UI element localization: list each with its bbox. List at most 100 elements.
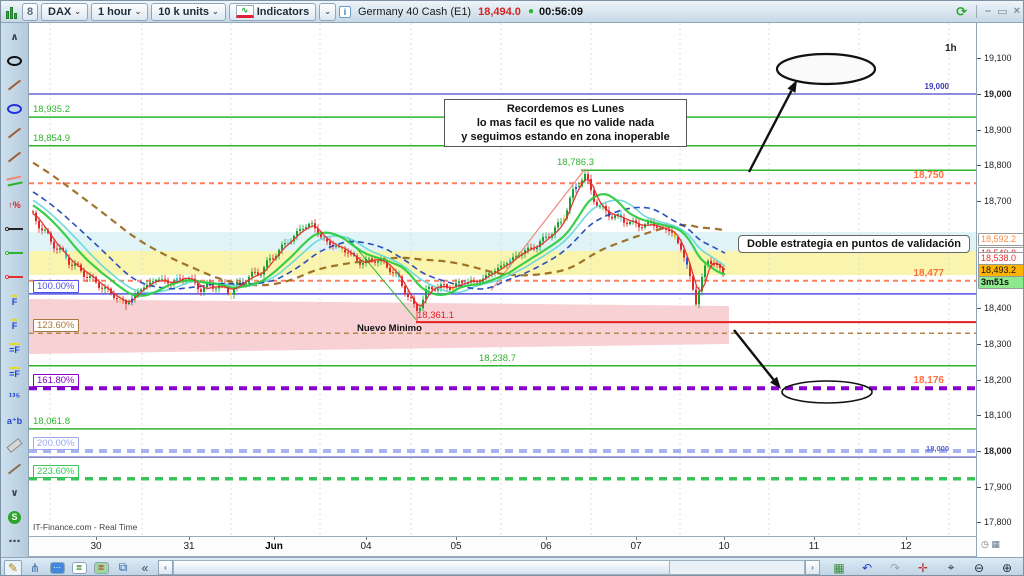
y-axis-tick: 19,100 bbox=[977, 53, 1012, 64]
level-label: 18,061.8 bbox=[33, 416, 70, 427]
abc-pattern-tool[interactable]: a⁺b bbox=[3, 409, 27, 433]
segment-tool[interactable] bbox=[3, 73, 27, 97]
close-button[interactable]: × bbox=[1013, 5, 1020, 17]
horizontal-line-green-tool[interactable] bbox=[3, 241, 27, 265]
fibonacci-extension-tool[interactable]: =F bbox=[3, 337, 27, 361]
session-countdown: 00:56:09 bbox=[538, 5, 584, 18]
scroll-up-icon[interactable]: ∧ bbox=[3, 25, 27, 49]
yellow-zone bbox=[29, 251, 976, 275]
zoom-out-icon[interactable]: ⊖ bbox=[973, 560, 985, 575]
restore-button[interactable]: ▭ bbox=[997, 6, 1008, 18]
horizontal-line-red-tool[interactable] bbox=[3, 265, 27, 289]
countdown-tag: 3m51s bbox=[978, 276, 1023, 289]
zoom-in-icon[interactable]: ⊕ bbox=[1001, 560, 1013, 575]
y-axis-tick: 18,000 bbox=[977, 446, 1012, 457]
time-axis[interactable]: 30 31 Jun 04 05 06 07 10 11 12 bbox=[29, 536, 976, 557]
refresh-icon[interactable]: ⟳ bbox=[956, 3, 968, 19]
chevron-down-icon: ⌄ bbox=[134, 7, 142, 16]
units-dropdown[interactable]: 10 k units ⌄ bbox=[151, 2, 226, 21]
fibonacci-dashed-tool-glyph: =F bbox=[9, 367, 20, 379]
ma-blue bbox=[32, 191, 726, 290]
ma-green bbox=[32, 192, 726, 297]
y-axis-tick: 18,900 bbox=[977, 125, 1012, 136]
market-open-icon: ● bbox=[527, 6, 534, 17]
price-axis[interactable]: ◷ ▦ 19,100 19,000 18,900 18,800 18,700 18,400… bbox=[976, 23, 1023, 557]
quotes-icon[interactable]: ≣ bbox=[92, 560, 110, 576]
horizontal-line-tool[interactable] bbox=[3, 217, 27, 241]
fibonacci-tool-glyph: F bbox=[11, 295, 18, 307]
scrollbar-thumb[interactable] bbox=[174, 561, 670, 574]
news-icon[interactable]: ≣ bbox=[70, 560, 88, 576]
fibonacci-tool[interactable]: F bbox=[3, 289, 27, 313]
fib-label: 200.00% bbox=[33, 437, 79, 450]
indicators-dropdown[interactable]: ⌄ bbox=[319, 2, 336, 21]
multi-chart-icon[interactable]: ⧉ bbox=[118, 560, 128, 574]
scripts-tool[interactable]: S bbox=[3, 505, 27, 529]
scroll-up-icon-glyph: ∧ bbox=[10, 31, 19, 43]
symbol-dropdown[interactable]: DAX ⌄ bbox=[41, 2, 88, 21]
scroll-right-button[interactable]: › bbox=[805, 560, 820, 575]
y-axis-tick: 18,300 bbox=[977, 339, 1012, 350]
chat-icon[interactable]: ⋯ bbox=[48, 560, 66, 576]
zoom-pointer-icon[interactable]: ⌖ bbox=[947, 560, 955, 574]
x-axis-label: Jun bbox=[254, 537, 294, 552]
minimize-button[interactable]: – bbox=[985, 5, 992, 17]
axis-settings-icon[interactable]: ◷ ▦ bbox=[981, 539, 1000, 549]
redo-icon[interactable]: ↷ bbox=[889, 560, 901, 575]
low-label: 18,361.1 bbox=[417, 310, 454, 321]
scroll-down-icon-glyph: ∨ bbox=[10, 487, 19, 499]
drawing-tools-sidebar: ∧ ↑% F F =F =F ¹³⁵ a⁺b ∨ S ⋯ bbox=[1, 23, 29, 557]
fib-label: 161.80% bbox=[33, 374, 79, 387]
scrollbar-track[interactable] bbox=[173, 560, 805, 575]
x-axis-label: 11 bbox=[794, 537, 834, 552]
percent-move-tool[interactable]: ↑% bbox=[3, 193, 27, 217]
x-axis-label: 10 bbox=[704, 537, 744, 552]
more-tools-icon[interactable]: ⋯ bbox=[3, 529, 27, 553]
horizontal-line-tool-glyph bbox=[5, 227, 23, 231]
level-tag: 18,592.2 bbox=[978, 233, 1023, 246]
segment-endpoints-tool[interactable] bbox=[3, 121, 27, 145]
link-icon[interactable]: 8 bbox=[22, 2, 38, 21]
elliott-wave-tool[interactable]: ¹³⁵ bbox=[3, 385, 27, 409]
indicators-button[interactable]: ∿ Indicators bbox=[228, 2, 317, 21]
scroll-left-button[interactable]: ‹ bbox=[158, 560, 173, 575]
level-label: 18,238.7 bbox=[479, 353, 516, 364]
measure-segment-tool[interactable] bbox=[3, 457, 27, 481]
ruler-tool[interactable] bbox=[3, 433, 27, 457]
trend-line-tool[interactable] bbox=[3, 145, 27, 169]
level-label: 18,935.2 bbox=[33, 104, 70, 115]
note-line: lo mas facil es que no valide nada bbox=[476, 117, 655, 129]
share-icon[interactable]: ⋔ bbox=[29, 560, 41, 575]
chart-plot-area[interactable]: 18,935.2 18,854.9 18,786.3 18,238.7 18,061.8… bbox=[29, 23, 976, 536]
undo-icon[interactable]: ↶ bbox=[861, 560, 873, 575]
collapse-icon[interactable]: « bbox=[141, 560, 149, 575]
draw-icon[interactable]: ✎ bbox=[4, 559, 22, 575]
x-axis-label: 06 bbox=[526, 537, 566, 552]
quotes-icon-glyph: ≣ bbox=[93, 561, 109, 574]
trend-line-tool-glyph bbox=[7, 151, 22, 163]
scroll-down-icon[interactable]: ∨ bbox=[3, 481, 27, 505]
x-axis-label: 07 bbox=[616, 537, 656, 552]
goto-date-icon[interactable]: ▦ bbox=[833, 560, 845, 575]
chart-tools-icon[interactable]: ✛ bbox=[917, 560, 929, 575]
info-icon[interactable]: i bbox=[339, 5, 351, 18]
timeframe-dropdown[interactable]: 1 hour ⌄ bbox=[90, 2, 149, 21]
y-axis-tick: 18,200 bbox=[977, 375, 1012, 386]
note-line: Recordemos es Lunes bbox=[506, 103, 625, 115]
y-axis-tick: 18,100 bbox=[977, 410, 1012, 421]
horizontal-scrollbar[interactable]: ‹ › bbox=[158, 560, 820, 575]
ellipse-tool[interactable] bbox=[3, 49, 27, 73]
y-axis-tick: 18,800 bbox=[977, 160, 1012, 171]
strategy-note-box[interactable]: Doble estrategia en puntos de validación bbox=[738, 235, 970, 253]
channel-tool[interactable] bbox=[3, 169, 27, 193]
fibonacci-tool-2-glyph: F bbox=[11, 319, 18, 331]
chevron-down-icon: ⌄ bbox=[212, 7, 219, 16]
note-box[interactable]: Recordemos es Lunes lo mas facil es que … bbox=[444, 99, 687, 147]
fibonacci-tool-2[interactable]: F bbox=[3, 313, 27, 337]
fibonacci-dashed-tool[interactable]: =F bbox=[3, 361, 27, 385]
ma-cyan bbox=[32, 199, 726, 294]
ellipse-tool-blue[interactable] bbox=[3, 97, 27, 121]
level-label: 18,854.9 bbox=[33, 133, 70, 144]
trend-line bbox=[490, 168, 586, 291]
ellipse-tool-glyph bbox=[7, 56, 22, 66]
